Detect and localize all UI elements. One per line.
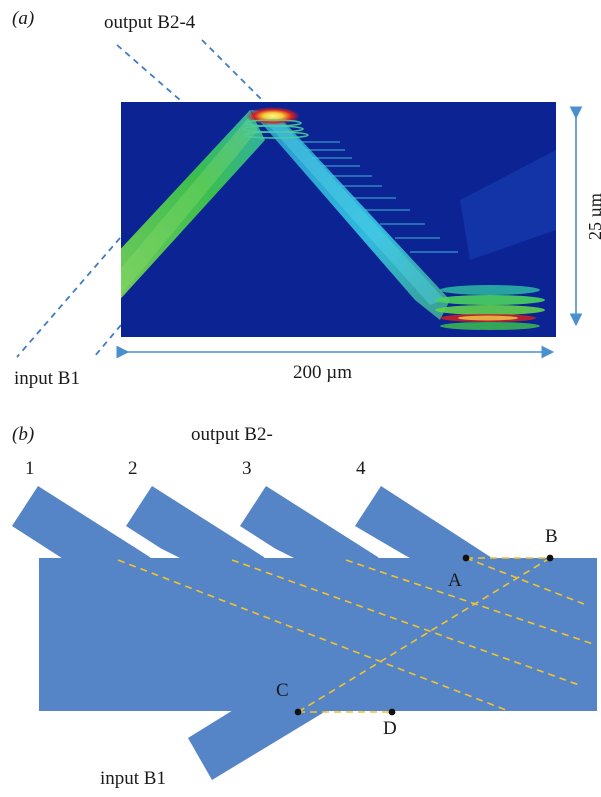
input-guide-line-left	[17, 238, 120, 357]
output-guide-line-left	[117, 45, 180, 100]
waveguide-number-2: 2	[128, 458, 138, 480]
panel-b-label: (b)	[12, 424, 34, 446]
output-label-a: output B2-4	[104, 12, 195, 34]
height-dimension-label: 25 µm	[585, 193, 601, 240]
panel-a	[17, 40, 576, 357]
panel-a-label: (a)	[12, 8, 34, 30]
width-dimension-label: 200 µm	[293, 362, 352, 384]
point-b-label: B	[545, 526, 558, 548]
field-intensity-map	[115, 102, 556, 337]
point-a-dot	[463, 555, 470, 562]
waveguide-number-1: 1	[25, 458, 35, 480]
point-d-label: D	[383, 718, 397, 740]
output-label-b: output B2-	[191, 424, 273, 446]
point-b-dot	[547, 555, 554, 562]
panel-b	[12, 486, 597, 780]
point-c-label: C	[276, 680, 289, 702]
point-d-dot	[389, 709, 396, 716]
input-guide-line-right	[94, 325, 121, 357]
waveguide-number-4: 4	[356, 458, 366, 480]
input-label-a: input B1	[14, 368, 80, 390]
input-label-b: input B1	[100, 768, 166, 790]
output-guide-line-right	[202, 40, 262, 100]
waveguide-number-3: 3	[242, 458, 252, 480]
point-a-label: A	[448, 570, 462, 592]
point-c-dot	[295, 709, 302, 716]
